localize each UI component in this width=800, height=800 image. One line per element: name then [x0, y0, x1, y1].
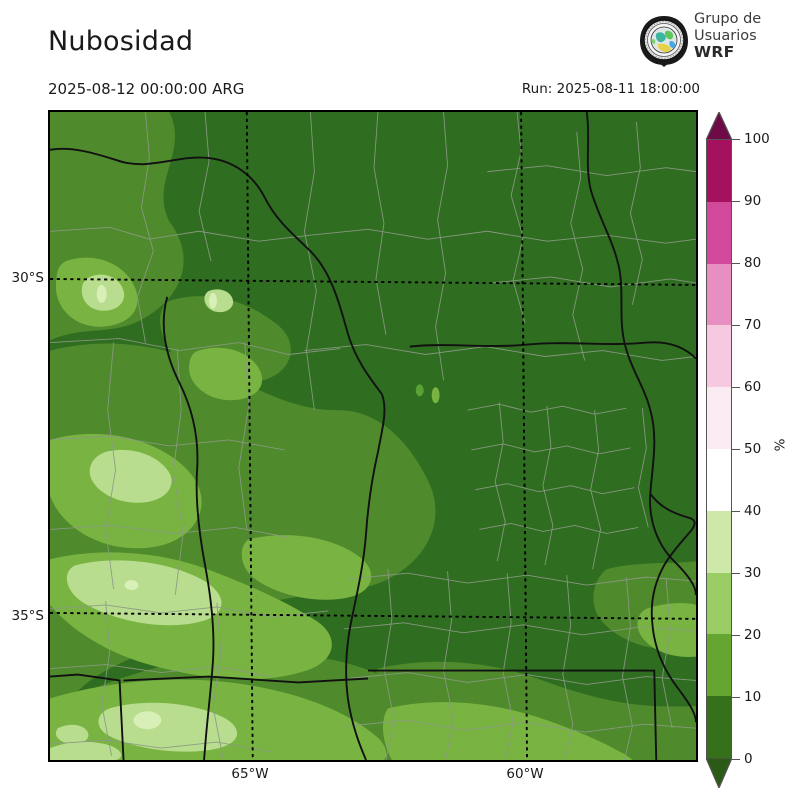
valid-time-label: 2025-08-12 00:00:00 ARG — [48, 80, 245, 98]
colorbar-tick-label-50: 50 — [744, 441, 762, 457]
logo-line-1: Grupo de — [694, 11, 762, 27]
colorbar-band-20-30 — [707, 572, 731, 635]
lat-tick-35S: 35°S — [11, 608, 45, 624]
cloud-cover-raster — [50, 112, 696, 760]
colorbar-tick-label-90: 90 — [744, 193, 762, 209]
colorbar-tick-80 — [732, 263, 740, 264]
globe-seal-icon — [640, 16, 688, 67]
colorbar-tick-label-0: 0 — [744, 751, 753, 767]
colorbar-tick-label-70: 70 — [744, 317, 762, 333]
colorbar-tick-20 — [732, 635, 740, 636]
colorbar-band-0-10 — [707, 696, 731, 758]
colorbar-tick-label-60: 60 — [744, 379, 762, 395]
colorbar-band-30-40 — [707, 510, 731, 573]
colorbar-tick-label-20: 20 — [744, 627, 762, 643]
logo-line-2: Usuarios — [694, 27, 757, 44]
lat-tick-30S: 30°S — [11, 270, 45, 286]
colorbar-tick-50 — [732, 449, 740, 450]
colorbar-tick-40 — [732, 511, 740, 512]
colorbar-band-10-20 — [707, 634, 731, 697]
colorbar-band-40-50 — [707, 448, 731, 511]
map-plot-area[interactable] — [48, 110, 698, 762]
colorbar-tick-label-40: 40 — [744, 503, 762, 519]
colorbar-tick-label-10: 10 — [744, 689, 762, 705]
colorbar-band-90-100 — [707, 140, 731, 202]
page-title: Nubosidad — [48, 26, 194, 57]
logo-line-3: WRF — [694, 43, 735, 61]
logo-block: Grupo de Usuarios WRF — [638, 11, 798, 71]
lon-tick-65W: 65°W — [231, 766, 269, 782]
colorbar-tick-label-100: 100 — [744, 131, 770, 147]
colorbar-band-50-60 — [707, 387, 731, 449]
colorbar-unit-label: % — [772, 438, 789, 452]
colorbar-band-80-90 — [707, 201, 731, 264]
colorbar-band-70-80 — [707, 263, 731, 326]
lon-tick-60W: 60°W — [506, 766, 544, 782]
colorbar-tick-70 — [732, 325, 740, 326]
run-time-label: Run: 2025-08-11 18:00:00 — [521, 81, 700, 97]
colorbar-tick-label-30: 30 — [744, 565, 762, 581]
colorbar-extend-bottom-arrow — [706, 758, 732, 788]
colorbar-tick-60 — [732, 387, 740, 388]
colorbar-tick-10 — [732, 697, 740, 698]
logo-text: Grupo de Usuarios WRF — [694, 11, 761, 61]
colorbar-tick-90 — [732, 201, 740, 202]
colorbar-tick-30 — [732, 573, 740, 574]
colorbar[interactable]: 100 90 80 70 60 50 40 30 20 10 0 % — [706, 112, 798, 788]
colorbar-extend-top-arrow — [706, 112, 732, 140]
colorbar-tick-100 — [732, 139, 740, 140]
colorbar-tick-label-80: 80 — [744, 255, 762, 271]
colorbar-tick-0 — [732, 759, 740, 760]
colorbar-band-60-70 — [707, 325, 731, 388]
colorbar-bands[interactable] — [706, 139, 732, 759]
